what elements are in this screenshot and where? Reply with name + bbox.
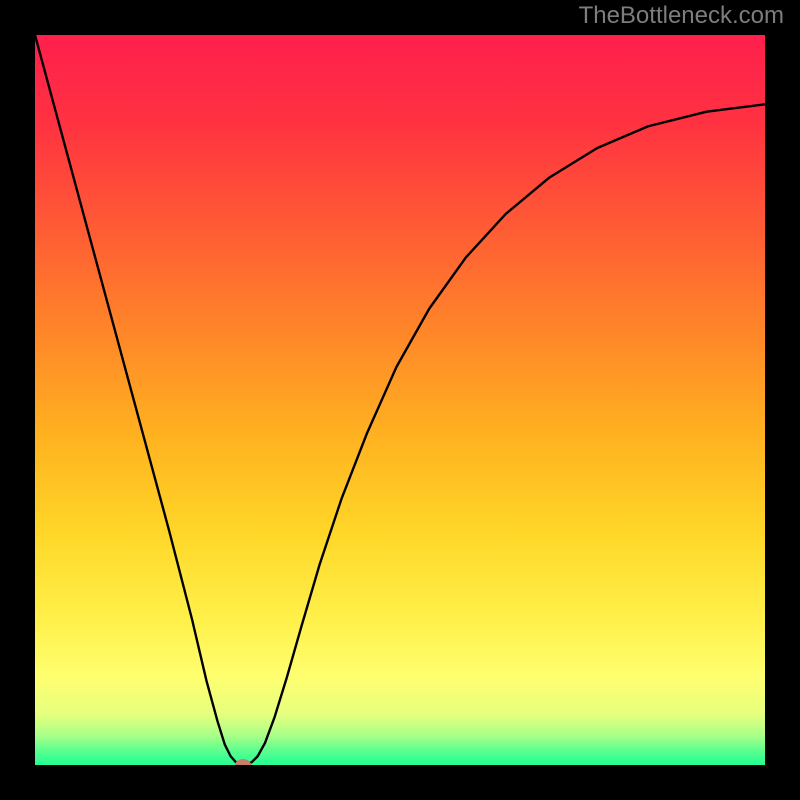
plot-area — [35, 35, 765, 765]
plot-svg — [35, 35, 765, 765]
attribution-text: TheBottleneck.com — [579, 2, 784, 30]
chart-root: TheBottleneck.com — [0, 0, 800, 800]
plot-background — [35, 35, 765, 765]
